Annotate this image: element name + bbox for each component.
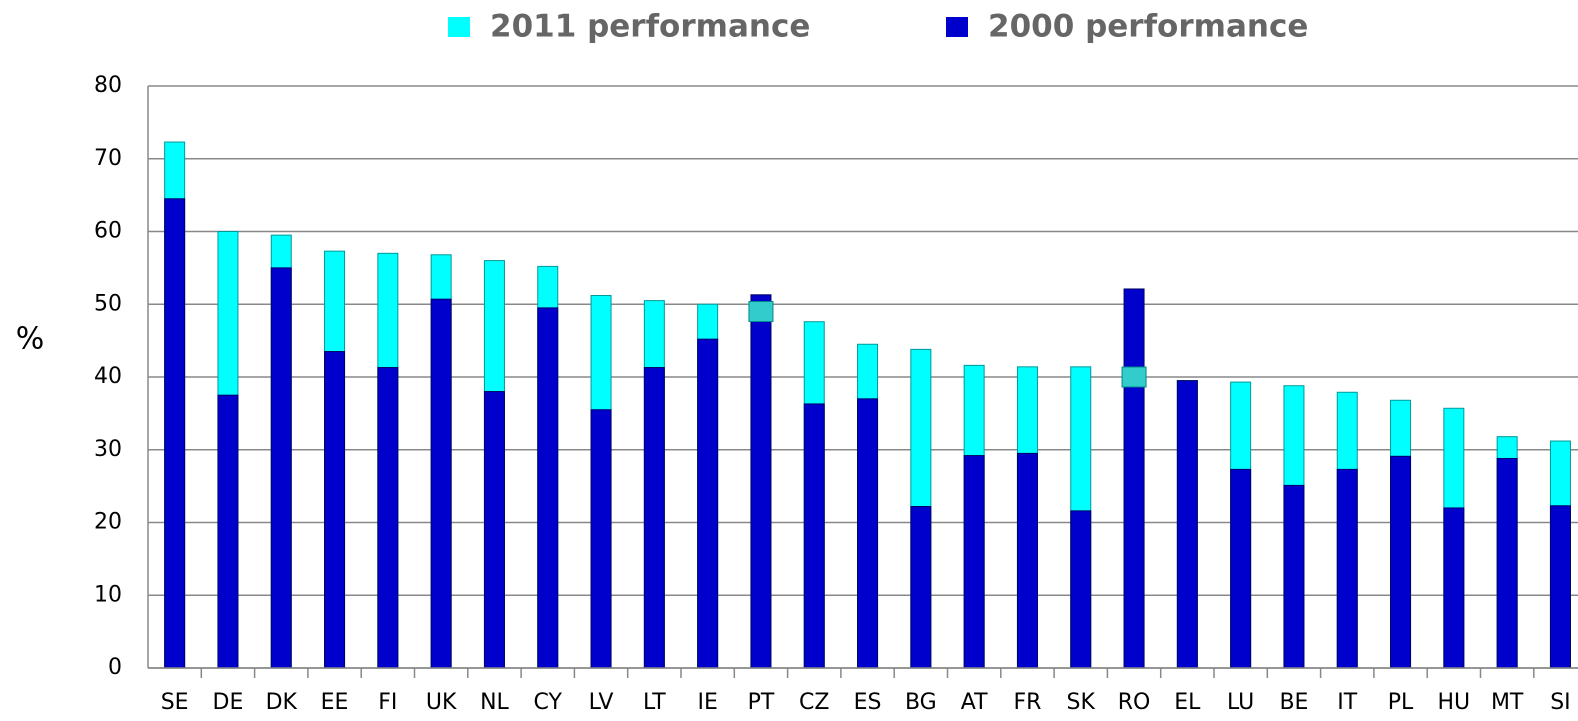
bar-2000 <box>697 338 719 669</box>
y-tick-label: 20 <box>94 510 122 535</box>
x-tick-label: LV <box>589 690 614 715</box>
x-tick-label: MT <box>1491 690 1524 715</box>
bar-2000 <box>803 403 825 669</box>
bar-2000 <box>164 198 186 669</box>
legend-label: 2011 performance <box>490 9 810 45</box>
x-tick-label: UK <box>426 690 457 715</box>
x-tick-label: HU <box>1438 690 1471 715</box>
bar-2000 <box>910 505 932 669</box>
marker-2011 <box>748 301 774 323</box>
legend-swatch <box>448 17 470 37</box>
bar-2000 <box>590 409 612 669</box>
bar-2000 <box>1390 455 1412 669</box>
bar-2000 <box>1016 452 1038 669</box>
x-tick-label: IT <box>1337 690 1357 715</box>
y-tick-label: 60 <box>94 219 122 244</box>
y-axis-label: % <box>16 322 45 357</box>
x-tick-label: IE <box>697 690 717 715</box>
x-tick-label: EE <box>321 690 349 715</box>
bar-2000 <box>1070 510 1092 669</box>
legend-label: 2000 performance <box>988 9 1308 45</box>
x-tick-label: LT <box>643 690 666 715</box>
bar-2000 <box>1336 468 1358 669</box>
x-tick-label: PT <box>748 690 775 715</box>
bar-2000 <box>377 367 399 669</box>
bar-2000 <box>1549 505 1571 669</box>
bar-2000 <box>324 351 346 669</box>
x-tick-label: FI <box>378 690 397 715</box>
x-tick-label: RO <box>1118 690 1151 715</box>
bar-2000 <box>750 294 772 669</box>
x-tick-label: SK <box>1067 690 1096 715</box>
x-tick-label: ES <box>854 690 882 715</box>
y-tick-label: 70 <box>94 146 122 171</box>
marker-2011 <box>1121 366 1147 388</box>
x-tick-label: LU <box>1227 690 1254 715</box>
bar-2000 <box>537 307 559 669</box>
bar-2000 <box>857 398 879 669</box>
y-tick-label: 40 <box>94 364 122 389</box>
x-tick-label: EL <box>1174 690 1201 715</box>
y-tick-label: 0 <box>108 655 122 680</box>
y-tick-label: 50 <box>94 291 122 316</box>
x-tick-label: PL <box>1388 690 1414 715</box>
bar-2000 <box>1176 380 1198 669</box>
x-tick-label: SE <box>161 690 189 715</box>
bar-2000 <box>483 391 505 669</box>
x-tick-label: BG <box>905 690 937 715</box>
x-tick-label: AT <box>961 690 988 715</box>
x-tick-label: NL <box>480 690 509 715</box>
bar-2000 <box>963 455 985 669</box>
x-tick-label: CZ <box>799 690 829 715</box>
bar-2000 <box>430 298 452 669</box>
bar-2000 <box>643 367 665 669</box>
y-tick-label: 80 <box>94 73 122 98</box>
x-tick-label: FR <box>1013 690 1041 715</box>
x-tick-label: DK <box>266 690 298 715</box>
x-tick-label: BE <box>1279 690 1308 715</box>
legend-swatch <box>946 17 968 37</box>
bar-2000 <box>1230 468 1252 669</box>
x-tick-label: SI <box>1550 690 1570 715</box>
x-tick-label: DE <box>213 690 244 715</box>
bar-2000 <box>270 267 292 669</box>
bar-2000 <box>1443 507 1465 669</box>
x-tick-label: CY <box>534 690 563 715</box>
y-tick-label: 10 <box>94 582 122 607</box>
bar-2000 <box>1496 457 1518 669</box>
bar-2000 <box>1283 484 1305 669</box>
y-tick-label: 30 <box>94 437 122 462</box>
bar-2000 <box>1123 288 1145 669</box>
bar-2000 <box>217 394 239 669</box>
